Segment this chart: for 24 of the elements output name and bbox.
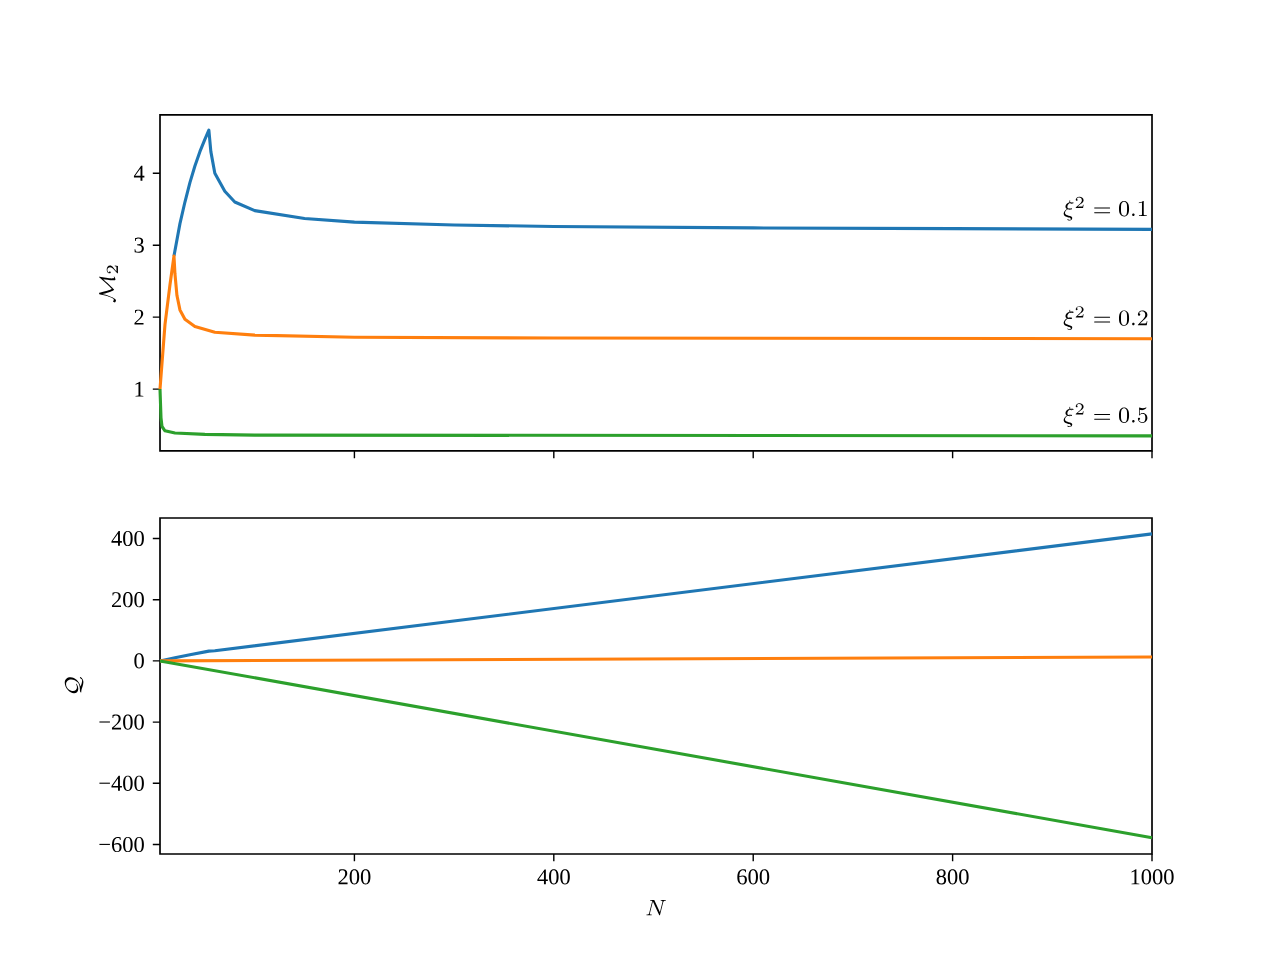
y-tick-label: −200: [99, 714, 144, 730]
y-tick-label: 3: [134, 237, 144, 253]
y-tick-label: 1: [135, 381, 144, 397]
y-tick-label: 0: [134, 653, 144, 669]
x-tick-label: 1000: [1131, 869, 1174, 885]
y-tick-label: −600: [99, 836, 144, 853]
y-tick-label: 4: [133, 165, 145, 181]
x-tick-label: 200: [338, 869, 371, 885]
y-tick-label: −400: [99, 775, 144, 791]
annotation: $\xi^2 = 0.5$: [1063, 403, 1148, 428]
line-series: [172, 128, 1154, 258]
x-tick-label: 400: [537, 869, 570, 885]
y-tick-label: 200: [111, 592, 144, 608]
x-axis-title: $N$: [646, 900, 666, 916]
x-tick-label: 600: [737, 869, 770, 885]
y-tick-label: 2: [134, 309, 144, 325]
y-tick-label: 400: [111, 530, 144, 547]
annotation: $\xi^2 = 0.2$: [1063, 306, 1148, 330]
line-series: [158, 387, 1154, 438]
line-series: [158, 254, 1154, 391]
y-axis-title: $\mathcal{Q}$: [64, 676, 84, 694]
annotation: $\xi^2 = 0.1$: [1063, 196, 1147, 221]
x-tick-label: 800: [936, 869, 969, 885]
y-axis-title: $\mathcal{M}_2$: [98, 265, 118, 303]
